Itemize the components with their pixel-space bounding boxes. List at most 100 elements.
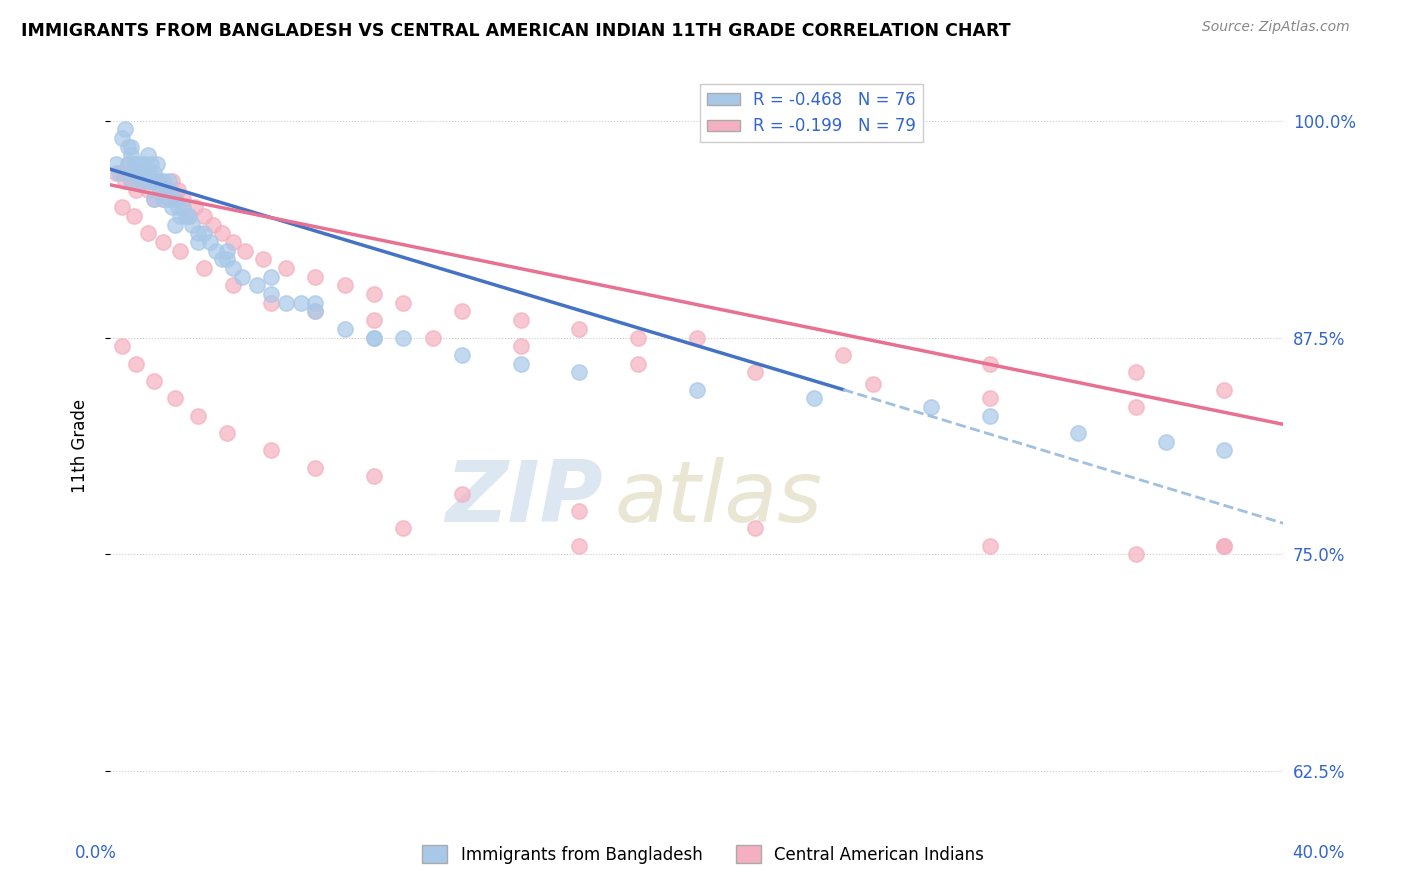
Point bbox=[252, 252, 274, 267]
Point bbox=[139, 174, 162, 188]
Point bbox=[204, 244, 226, 258]
Point bbox=[125, 157, 148, 171]
Point bbox=[125, 357, 148, 371]
Point bbox=[187, 235, 209, 249]
Point bbox=[187, 227, 209, 241]
Point bbox=[1213, 443, 1236, 458]
Point bbox=[222, 235, 245, 249]
Point bbox=[157, 192, 180, 206]
Point bbox=[304, 269, 326, 284]
Point bbox=[149, 183, 172, 197]
Point bbox=[146, 157, 169, 171]
Point bbox=[181, 218, 204, 232]
Point bbox=[143, 166, 166, 180]
Point bbox=[139, 174, 162, 188]
Point bbox=[274, 295, 297, 310]
Point bbox=[169, 244, 191, 258]
Point bbox=[134, 157, 156, 171]
Point bbox=[117, 139, 139, 153]
Point bbox=[1154, 434, 1177, 449]
Point bbox=[217, 252, 239, 267]
Point bbox=[166, 200, 188, 214]
Point bbox=[803, 391, 825, 405]
Point bbox=[152, 192, 174, 206]
Point bbox=[304, 304, 326, 318]
Point bbox=[979, 391, 1001, 405]
Point bbox=[260, 443, 283, 458]
Point bbox=[260, 269, 283, 284]
Point bbox=[139, 157, 162, 171]
Point bbox=[290, 295, 312, 310]
Text: 0.0%: 0.0% bbox=[75, 844, 117, 862]
Point bbox=[363, 330, 385, 344]
Point bbox=[152, 174, 174, 188]
Point bbox=[122, 166, 145, 180]
Point bbox=[169, 209, 191, 223]
Point bbox=[117, 157, 139, 171]
Point bbox=[1213, 539, 1236, 553]
Point bbox=[392, 330, 415, 344]
Point bbox=[509, 357, 531, 371]
Point bbox=[172, 192, 194, 206]
Text: ZIP: ZIP bbox=[446, 458, 603, 541]
Point bbox=[122, 166, 145, 180]
Point bbox=[568, 504, 591, 518]
Point bbox=[568, 539, 591, 553]
Point bbox=[117, 157, 139, 171]
Point bbox=[260, 287, 283, 301]
Point bbox=[104, 157, 127, 171]
Point bbox=[979, 409, 1001, 423]
Point bbox=[179, 209, 201, 223]
Point bbox=[131, 166, 153, 180]
Point bbox=[392, 521, 415, 535]
Point bbox=[166, 183, 188, 197]
Point bbox=[155, 183, 177, 197]
Point bbox=[131, 174, 153, 188]
Point bbox=[136, 148, 159, 162]
Point bbox=[333, 278, 356, 293]
Point bbox=[568, 322, 591, 336]
Point bbox=[120, 148, 142, 162]
Point bbox=[163, 391, 186, 405]
Point bbox=[157, 192, 180, 206]
Point bbox=[201, 218, 224, 232]
Point bbox=[176, 209, 198, 223]
Point bbox=[979, 539, 1001, 553]
Point bbox=[152, 192, 174, 206]
Point bbox=[363, 313, 385, 327]
Point bbox=[1125, 400, 1147, 414]
Point bbox=[260, 295, 283, 310]
Point bbox=[149, 183, 172, 197]
Point bbox=[627, 357, 650, 371]
Point bbox=[108, 166, 131, 180]
Point bbox=[451, 304, 474, 318]
Point bbox=[744, 365, 766, 379]
Point bbox=[1067, 425, 1090, 440]
Point bbox=[128, 166, 150, 180]
Point bbox=[122, 157, 145, 171]
Point bbox=[146, 174, 169, 188]
Point bbox=[193, 261, 215, 276]
Point bbox=[509, 313, 531, 327]
Point bbox=[451, 487, 474, 501]
Point bbox=[304, 304, 326, 318]
Point bbox=[685, 330, 707, 344]
Text: atlas: atlas bbox=[614, 458, 823, 541]
Point bbox=[136, 166, 159, 180]
Point bbox=[920, 400, 942, 414]
Point bbox=[363, 287, 385, 301]
Point bbox=[685, 383, 707, 397]
Point bbox=[111, 166, 134, 180]
Point bbox=[862, 377, 884, 392]
Point bbox=[211, 252, 233, 267]
Point bbox=[979, 357, 1001, 371]
Point bbox=[136, 227, 159, 241]
Point bbox=[114, 174, 136, 188]
Point bbox=[104, 166, 127, 180]
Point bbox=[134, 166, 156, 180]
Point bbox=[149, 174, 172, 188]
Point bbox=[155, 183, 177, 197]
Point bbox=[122, 209, 145, 223]
Point bbox=[163, 192, 186, 206]
Point bbox=[128, 157, 150, 171]
